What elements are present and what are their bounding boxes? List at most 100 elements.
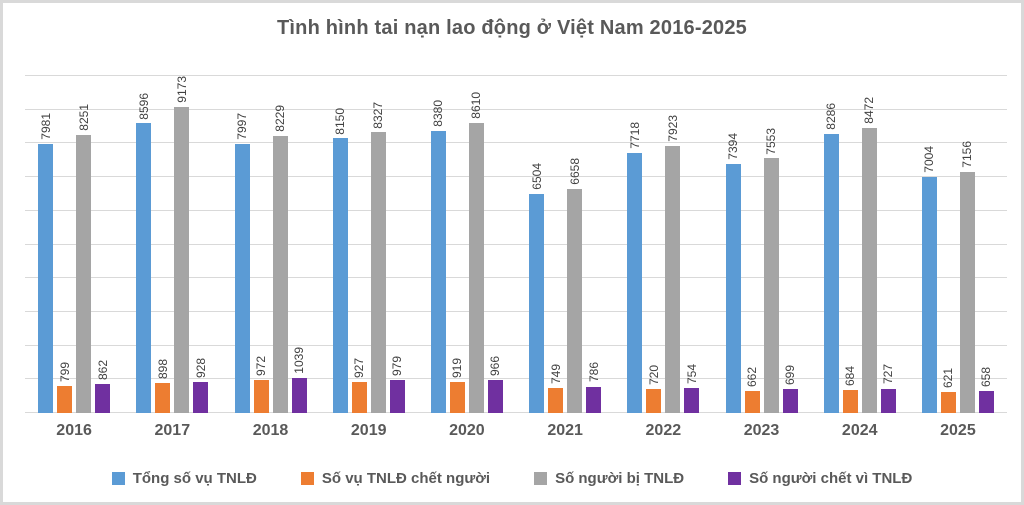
bar [782,389,798,413]
bar-value-label: 8610 [469,92,484,119]
bar [351,381,367,413]
bar-col: 862 [95,76,111,413]
legend: Tổng số vụ TNLĐ Số vụ TNLĐ chết người Số n… [3,470,1021,487]
bar-value-label: 919 [450,358,465,379]
bar [430,130,446,413]
gridline [25,75,1007,76]
bar-group-2022: 7718 720 7923 754 [614,76,712,413]
bar-col: 919 [449,76,465,413]
bar-col: 898 [155,76,171,413]
bar [684,387,700,413]
bar-col: 8610 [468,76,484,413]
x-tick-label: 2021 [547,422,583,439]
bar-value-label: 8286 [824,103,839,130]
bar [95,383,111,413]
x-tick-label: 2017 [154,422,191,439]
bar-value-label: 927 [352,357,367,378]
bar-col: 8286 [823,76,839,413]
x-tick-label: 2019 [350,422,387,439]
bar-col: 928 [193,76,209,413]
gridline [25,412,1007,413]
bar [57,386,73,413]
legend-label: Số người chết vì TNLĐ [749,470,913,487]
bar-value-label: 7004 [922,146,937,173]
bar-value-label: 786 [586,362,601,383]
bar [763,158,779,413]
bar-value-label: 749 [548,363,563,384]
bar-col: 8251 [76,76,92,413]
bar [921,176,937,413]
bar-value-label: 862 [95,359,110,380]
legend-label: Số người bị TNLĐ [555,470,685,487]
bar-value-label: 727 [881,364,896,385]
legend-item: Số người bị TNLĐ [534,470,684,487]
bar-value-label: 7997 [235,112,249,140]
bar-value-label: 7718 [627,122,642,149]
bar [76,134,92,413]
bar [627,152,643,413]
bar [744,390,760,413]
bar-value-label: 754 [684,363,699,384]
bar [978,390,994,413]
bar [468,122,484,413]
bar [332,138,348,413]
bar [174,106,190,413]
bar-col: 754 [684,76,700,413]
legend-item: Số người chết vì TNLĐ [728,470,912,487]
bar [370,132,386,413]
legend-item: Tổng số vụ TNLĐ [111,470,257,487]
legend-marker-icon [728,472,742,485]
bar-col: 972 [253,76,269,413]
bar-value-label: 9173 [174,76,189,103]
bar-group-2016: 7981 799 8251 862 [25,76,123,413]
bar [253,380,269,413]
bar-col: 749 [548,76,564,413]
bar-col: 6658 [567,76,583,413]
gridline [25,108,1007,110]
bar-group-2020: 8380 919 8610 966 [418,76,516,413]
bar-value-label: 799 [57,362,72,383]
bar-col: 8327 [370,76,386,413]
bar-col: 699 [782,76,798,413]
bar-value-label: 8596 [136,92,151,120]
bar [842,389,858,413]
legend-label: Số vụ TNLĐ chết người [321,470,491,487]
legend-marker-icon [534,472,548,485]
bar-value-label: 972 [254,356,268,377]
bar-value-label: 7156 [960,141,975,168]
bar-value-label: 6658 [567,157,582,185]
bar [291,378,307,413]
bar [389,380,405,413]
x-tick-label: 2016 [56,422,92,439]
bar-value-label: 6504 [529,163,544,190]
bar-value-label: 8150 [333,107,348,135]
bar-group-2019: 8150 927 8327 979 [320,76,418,413]
bar-col: 621 [940,76,956,413]
bar-col: 7981 [38,76,54,413]
bar-col: 979 [389,76,405,413]
bar [567,188,583,413]
bar-col: 720 [646,76,662,413]
bar-value-label: 7394 [726,133,741,160]
bar-col: 7718 [627,76,643,413]
bar-value-label: 7981 [38,113,53,141]
bar-group-2021: 6504 749 6658 786 [516,76,614,413]
bar [959,171,975,413]
bar-value-label: 720 [646,364,661,385]
bar-group-2017: 8596 898 9173 928 [123,76,221,413]
bar-groups: 7981 799 8251 862 8596 898 9173 928 7997 972 8229 1… [25,76,1007,413]
x-axis: 2016 2017 2018 2019 2020 2021 2022 2023 2024 2025 [25,422,1007,440]
bar-col: 927 [351,76,367,413]
bar-col: 8150 [332,76,348,413]
bar-col: 662 [744,76,760,413]
gridline [25,344,1007,346]
bar [136,123,152,413]
gridline [25,277,1007,279]
bar [861,127,877,413]
bar [155,382,171,413]
bar [823,133,839,413]
bar-value-label: 621 [941,368,956,389]
bar [487,380,503,413]
bar [529,193,545,413]
legend-marker-icon [300,472,314,485]
